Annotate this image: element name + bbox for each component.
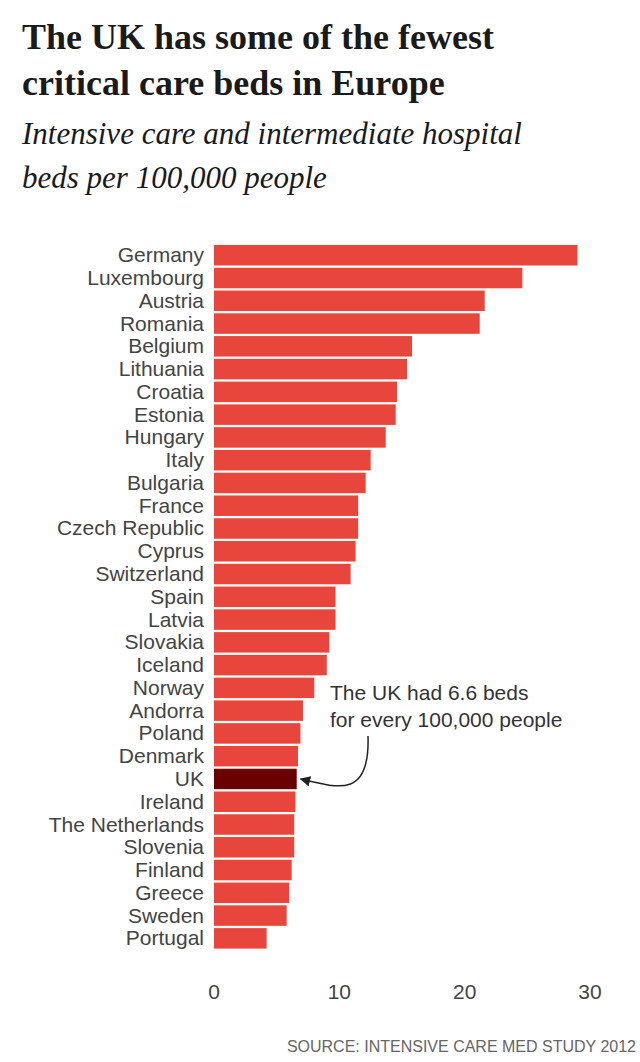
bar xyxy=(214,791,295,812)
category-label: Czech Republic xyxy=(57,516,204,539)
category-label: Poland xyxy=(139,721,204,744)
category-label: Romania xyxy=(120,312,204,335)
chart: GermanyLuxembourgAustriaRomaniaBelgiumLi… xyxy=(0,0,640,1062)
bar xyxy=(214,860,292,881)
category-label: Lithuania xyxy=(119,357,205,380)
tick-label: 0 xyxy=(208,980,220,1003)
category-label: Slovakia xyxy=(125,630,205,653)
category-label: Estonia xyxy=(134,403,204,426)
bar xyxy=(214,291,485,312)
annotation-arrow xyxy=(301,736,368,786)
category-label: Cyprus xyxy=(137,539,204,562)
category-label: Belgium xyxy=(128,334,204,357)
bar xyxy=(214,928,267,949)
bar xyxy=(214,268,522,289)
bar xyxy=(214,632,329,653)
bar xyxy=(214,313,480,334)
bar xyxy=(214,769,297,790)
bar xyxy=(214,564,351,585)
bar xyxy=(214,473,366,494)
bar xyxy=(214,700,303,721)
annotation: The UK had 6.6 beds xyxy=(330,681,528,704)
category-label: Greece xyxy=(135,881,204,904)
category-label: UK xyxy=(175,767,204,790)
bar xyxy=(214,359,407,380)
tick-label: 20 xyxy=(453,980,476,1003)
bar xyxy=(214,495,358,515)
tick-label: 10 xyxy=(328,980,351,1003)
category-label: Switzerland xyxy=(95,562,204,585)
bar xyxy=(214,746,298,767)
category-label: Bulgaria xyxy=(127,471,204,494)
bar xyxy=(214,883,289,904)
bar xyxy=(214,905,287,926)
category-label: France xyxy=(139,494,204,517)
source: SOURCE: INTENSIVE CARE MED STUDY 2012 xyxy=(287,1038,636,1055)
bar xyxy=(214,450,371,471)
bar xyxy=(214,382,397,403)
bar xyxy=(214,814,294,835)
category-label: Sweden xyxy=(128,904,204,927)
category-label: Finland xyxy=(135,858,204,881)
category-label: Hungary xyxy=(125,425,205,448)
category-label: Latvia xyxy=(148,608,204,631)
bar xyxy=(214,518,358,539)
category-label: Germany xyxy=(118,243,205,266)
category-label: Spain xyxy=(150,585,204,608)
bars xyxy=(214,245,577,949)
category-label: Austria xyxy=(139,289,205,312)
category-label: Andorra xyxy=(129,699,204,722)
category-label: Denmark xyxy=(119,744,205,767)
category-label: Norway xyxy=(133,676,205,699)
bar xyxy=(214,541,356,562)
category-label: Slovenia xyxy=(123,835,204,858)
bar xyxy=(214,336,412,357)
category-label: Croatia xyxy=(136,380,204,403)
category-label: Portugal xyxy=(126,926,204,949)
bar xyxy=(214,723,300,744)
bar xyxy=(214,587,336,608)
category-label: Ireland xyxy=(140,790,204,813)
bar xyxy=(214,404,396,425)
bar xyxy=(214,837,294,858)
annotation: for every 100,000 people xyxy=(330,708,562,731)
bar xyxy=(214,245,577,266)
title: The UK has some of the fewest critical c… xyxy=(22,14,602,106)
bar xyxy=(214,609,336,630)
category-label: The Netherlands xyxy=(49,813,204,836)
category-label: Italy xyxy=(165,448,204,471)
bar xyxy=(214,655,327,676)
bar xyxy=(214,427,386,448)
subtitle: Intensive care and intermediate hospital… xyxy=(22,112,582,200)
bar xyxy=(214,678,314,699)
category-label: Iceland xyxy=(136,653,204,676)
category-label: Luxembourg xyxy=(87,266,204,289)
tick-label: 30 xyxy=(578,980,601,1003)
